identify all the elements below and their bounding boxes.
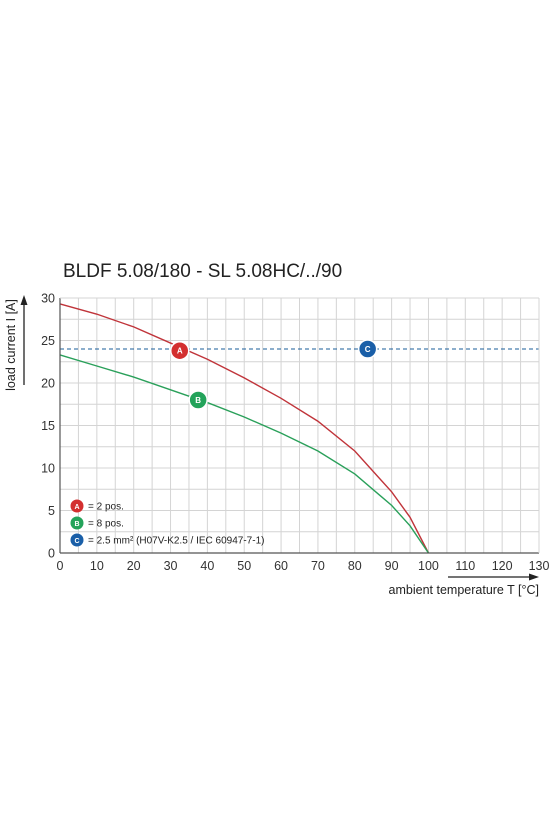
legend: A = 2 pos. B = 8 pos. C = 2.5 mm² (H07V-K2.5 … bbox=[70, 499, 264, 547]
x-tick-label: 90 bbox=[385, 559, 399, 573]
series-line-a bbox=[59, 303, 430, 554]
x-tick-label: 130 bbox=[529, 559, 550, 573]
legend-marker-c bbox=[70, 533, 84, 547]
legend-marker-b bbox=[70, 516, 84, 530]
legend-marker-label-c: C bbox=[74, 538, 79, 545]
legend-marker-label-b: B bbox=[74, 521, 79, 528]
x-tick-label: 10 bbox=[90, 559, 104, 573]
x-tick-label: 60 bbox=[274, 559, 288, 573]
legend-entry-c: = 2.5 mm² (H07V-K2.5 / IEC 60947-7-1) bbox=[88, 536, 264, 547]
x-tick-label: 50 bbox=[237, 559, 251, 573]
y-tick-label: 20 bbox=[41, 377, 55, 391]
x-tick-label: 30 bbox=[164, 559, 178, 573]
series-marker-label-c: C bbox=[365, 345, 371, 354]
y-axis-arrow-head bbox=[20, 295, 28, 305]
y-tick-label: 25 bbox=[41, 334, 55, 348]
y-tick-label: 5 bbox=[48, 504, 55, 518]
grid bbox=[59, 297, 540, 554]
series-marker-c bbox=[357, 339, 378, 359]
x-tick-label: 20 bbox=[127, 559, 141, 573]
y-axis-label: load current I [A] bbox=[4, 299, 18, 391]
legend-marker-a bbox=[70, 499, 84, 513]
series-marker-label-a: A bbox=[177, 347, 183, 356]
y-tick-label: 30 bbox=[41, 292, 55, 306]
y-tick-label: 15 bbox=[41, 419, 55, 433]
chart-title: BLDF 5.08/180 - SL 5.08HC/../90 bbox=[63, 261, 342, 282]
legend-entry-b: = 8 pos. bbox=[88, 519, 124, 530]
x-axis-label: ambient temperature T [°C] bbox=[389, 583, 539, 597]
y-tick-label: 0 bbox=[48, 547, 55, 561]
x-tick-label: 70 bbox=[311, 559, 325, 573]
series-marker-a bbox=[170, 340, 190, 361]
series-marker-label-b: B bbox=[195, 396, 201, 405]
x-tick-label: 120 bbox=[492, 559, 513, 573]
x-tick-label: 40 bbox=[200, 559, 214, 573]
axes: 0 10 20 30 40 50 60 70 80 90 100 110 120 130 0 5 10 15 20 2… bbox=[20, 292, 550, 581]
y-tick-label: 10 bbox=[41, 462, 55, 476]
series-line-b bbox=[59, 354, 430, 554]
x-tick-label: 100 bbox=[418, 559, 439, 573]
legend-marker-label-a: A bbox=[74, 504, 79, 511]
plot-area: A B C bbox=[59, 303, 539, 554]
x-tick-label: 80 bbox=[348, 559, 362, 573]
x-tick-label: 110 bbox=[455, 559, 475, 573]
legend-entry-a: = 2 pos. bbox=[88, 502, 124, 513]
x-axis-arrow-head bbox=[529, 573, 539, 581]
series-marker-b bbox=[188, 390, 208, 410]
x-tick-label: 0 bbox=[57, 559, 64, 573]
